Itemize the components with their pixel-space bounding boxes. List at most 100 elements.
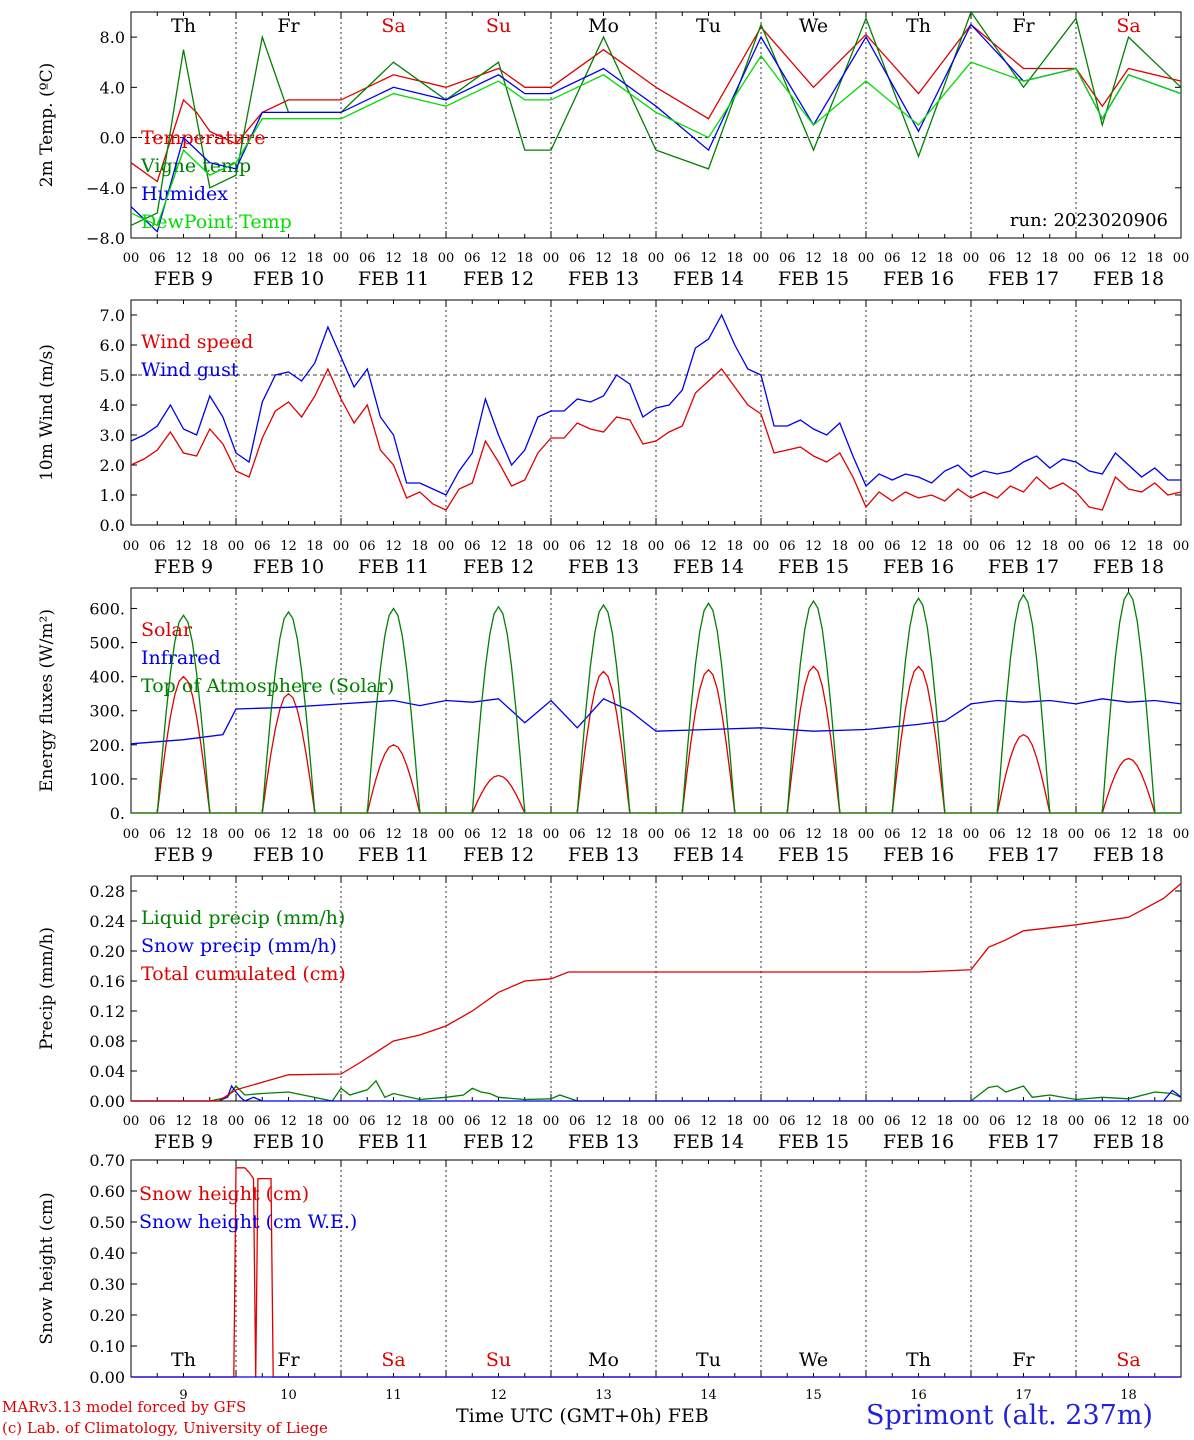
weekday-label: Sa: [1116, 1349, 1140, 1371]
hour-tick-label: 00: [438, 1114, 455, 1129]
y-tick-label: 0.0: [100, 129, 125, 148]
hour-tick-label: 00: [543, 827, 560, 842]
y-tick-label: 2.0: [100, 456, 125, 475]
hour-tick-label: 00: [1068, 1114, 1085, 1129]
hour-tick-label: 06: [254, 539, 271, 554]
day-number-label: 12: [490, 1388, 507, 1403]
hour-tick-label: 18: [411, 827, 428, 842]
series-line-infrared: [130, 698, 1182, 745]
hour-tick-label: 12: [280, 539, 297, 554]
hour-tick-label: 12: [280, 1114, 297, 1129]
hour-tick-label: 18: [1041, 539, 1058, 554]
hour-tick-label: 12: [595, 827, 612, 842]
hour-tick-label: 18: [1041, 1114, 1058, 1129]
y-tick-label: 7.0: [100, 306, 125, 325]
y-tick-label: −8.0: [86, 229, 125, 248]
hour-tick-label: 00: [1068, 251, 1085, 266]
weekday-label: Fr: [277, 15, 300, 37]
hour-tick-label: 18: [621, 251, 638, 266]
hour-tick-label: 06: [464, 1114, 481, 1129]
hour-tick-label: 06: [674, 1114, 691, 1129]
weekday-label: Sa: [381, 15, 405, 37]
weekday-label: Mo: [588, 15, 619, 37]
plot-frame: [130, 11, 1182, 239]
weekday-label: Fr: [277, 1349, 300, 1371]
y-tick-label: 100.: [89, 770, 125, 789]
hour-tick-label: 18: [201, 1114, 218, 1129]
hour-tick-label: 06: [674, 251, 691, 266]
date-label: FEB 17: [988, 844, 1059, 866]
y-tick-label: 0.28: [89, 882, 125, 901]
legend-entry: Total cumulated (cm): [141, 963, 346, 985]
y-tick-label: 0.70: [89, 1151, 125, 1170]
legend-entry: Snow height (cm): [139, 1183, 309, 1205]
hour-tick-label: 18: [621, 827, 638, 842]
hour-tick-label: 06: [254, 251, 271, 266]
hour-tick-label: 00: [123, 539, 140, 554]
date-label: FEB 16: [883, 1131, 954, 1153]
date-label: FEB 18: [1093, 844, 1164, 866]
hour-tick-label: 00: [438, 827, 455, 842]
hour-tick-label: 00: [648, 827, 665, 842]
hour-tick-label: 12: [175, 251, 192, 266]
y-tick-label: 0.00: [89, 1368, 125, 1387]
hour-tick-label: 00: [963, 827, 980, 842]
hour-tick-label: 06: [779, 251, 796, 266]
hour-tick-label: 18: [936, 1114, 953, 1129]
hour-tick-label: 18: [831, 539, 848, 554]
hour-tick-label: 06: [149, 251, 166, 266]
series-line-temperature: [130, 23, 1182, 183]
date-label: FEB 17: [988, 556, 1059, 578]
hour-tick-label: 12: [175, 1114, 192, 1129]
y-tick-label: 0.: [110, 804, 125, 823]
hour-tick-label: 18: [411, 251, 428, 266]
hour-tick-label: 18: [516, 1114, 533, 1129]
date-label: FEB 15: [778, 556, 849, 578]
legend-entry: Top of Atmosphere (Solar): [141, 675, 394, 697]
series-line-snow-precip-mm-h-: [131, 1084, 1182, 1102]
date-label: FEB 13: [568, 556, 639, 578]
hour-tick-label: 12: [490, 251, 507, 266]
day-number-label: 9: [179, 1388, 187, 1403]
hour-tick-label: 18: [201, 827, 218, 842]
series-line-vigne-temp: [130, 10, 1182, 226]
date-label: FEB 17: [988, 268, 1059, 290]
hour-tick-label: 12: [910, 251, 927, 266]
date-label: FEB 11: [358, 556, 429, 578]
hour-tick-label: 18: [516, 251, 533, 266]
day-number-label: 11: [385, 1388, 402, 1403]
hour-tick-label: 00: [123, 827, 140, 842]
y-tick-label: 0.12: [89, 1002, 125, 1021]
panel-4: 0.28 0.24 0.20 0.16 0.12 0.08 0.04 0.00 Precip (…: [37, 875, 1190, 1153]
hour-tick-label: 12: [700, 539, 717, 554]
hour-tick-label: 18: [936, 251, 953, 266]
hour-tick-label: 18: [411, 1114, 428, 1129]
date-label: FEB 9: [154, 268, 213, 290]
hour-tick-label: 06: [359, 827, 376, 842]
date-label: FEB 12: [463, 1131, 534, 1153]
hour-tick-label: 00: [753, 1114, 770, 1129]
hour-tick-label: 12: [385, 827, 402, 842]
hour-tick-label: 12: [175, 827, 192, 842]
series-line-total-cumulated-cm-: [131, 883, 1182, 1102]
day-number-label: 14: [700, 1388, 717, 1403]
weekday-label: Th: [171, 15, 196, 37]
legend-entry: Solar: [141, 619, 193, 641]
hour-tick-label: 12: [1015, 251, 1032, 266]
date-label: FEB 14: [673, 268, 744, 290]
hour-tick-label: 12: [595, 251, 612, 266]
hour-tick-label: 06: [149, 1114, 166, 1129]
y-tick-label: 4.0: [100, 396, 125, 415]
y-tick-label: 0.20: [89, 942, 125, 961]
legend-entry: Snow height (cm W.E.): [139, 1211, 357, 1233]
model-credit: MARv3.13 model forced by GFS: [2, 1398, 247, 1416]
hour-tick-label: 06: [1094, 1114, 1111, 1129]
hour-tick-label: 00: [1173, 1114, 1190, 1129]
y-tick-label: 600.: [89, 599, 125, 618]
hour-tick-label: 06: [569, 539, 586, 554]
day-number-label: 15: [805, 1388, 822, 1403]
hour-tick-label: 06: [464, 251, 481, 266]
weekday-label: Mo: [588, 1349, 619, 1371]
hour-tick-label: 12: [1120, 827, 1137, 842]
